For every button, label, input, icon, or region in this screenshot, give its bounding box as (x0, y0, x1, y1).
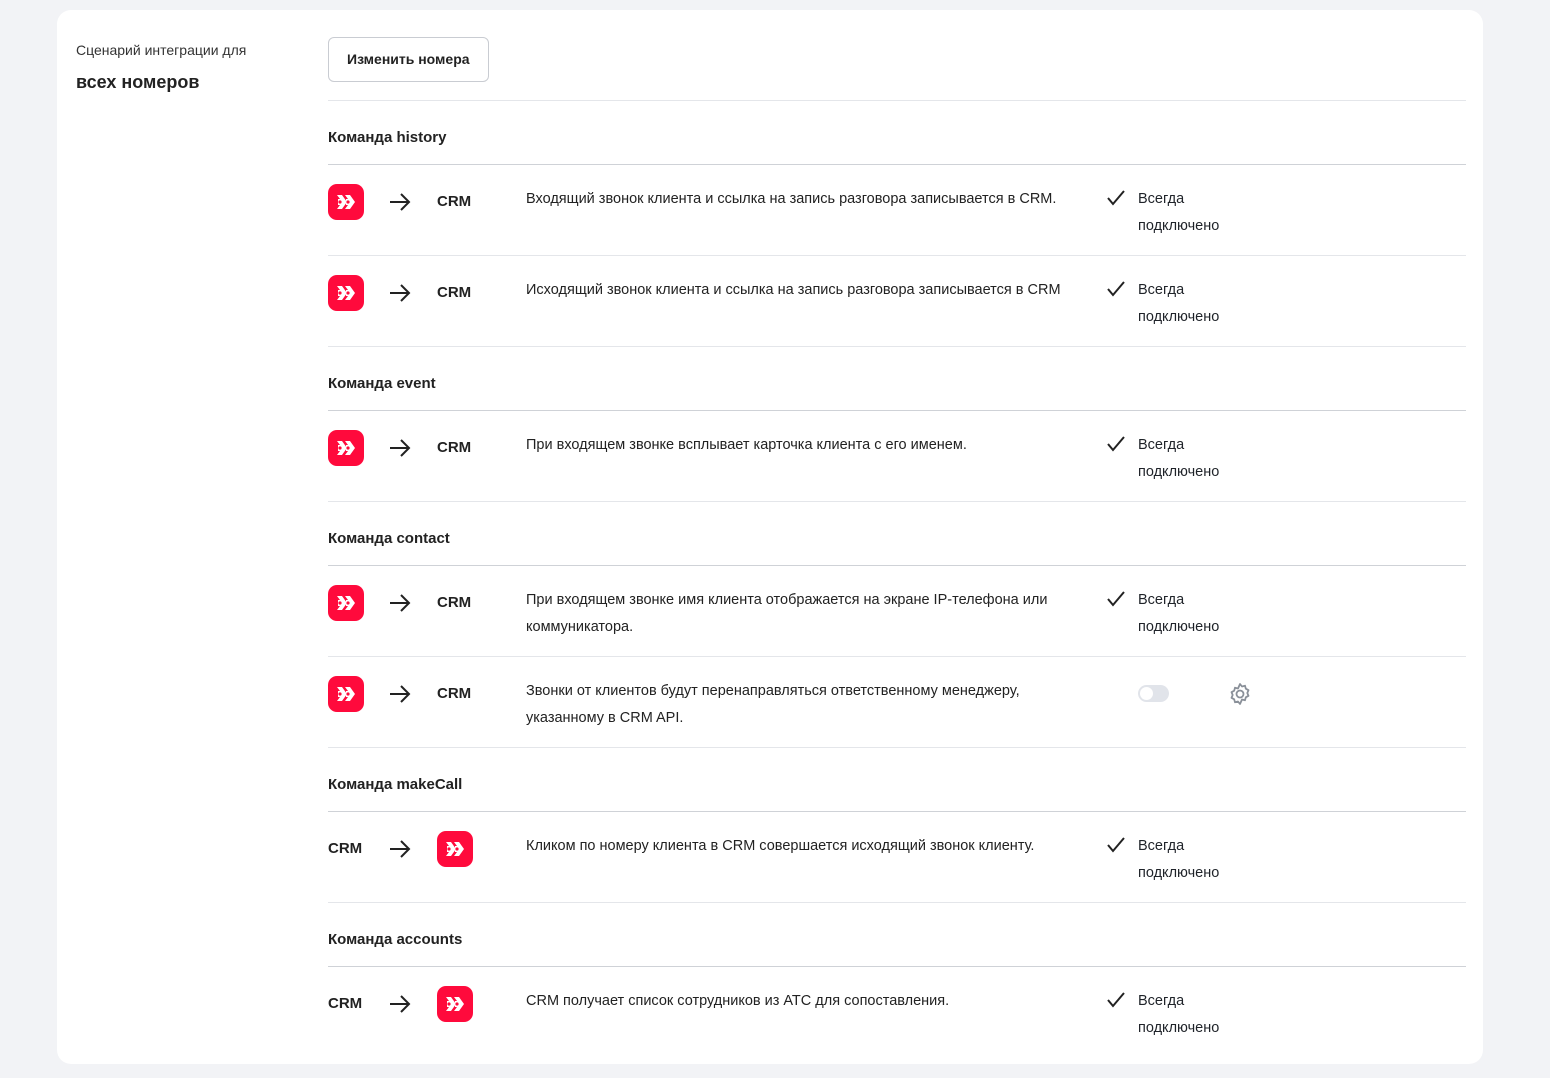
divider (328, 100, 1466, 101)
scenario-label-line2: всех номеров (76, 72, 200, 92)
status: Всегда подключено (1106, 833, 1219, 887)
command-row: CRM Кликом по номеру клиента в CRM соверш… (328, 812, 1466, 903)
crm-label: CRM (437, 685, 472, 702)
check-icon (1106, 435, 1126, 463)
command-row: CRM При входящем звонке всплывает карточк… (328, 411, 1466, 502)
status-line2: подключено (1138, 619, 1220, 635)
crm-label: CRM (437, 594, 472, 611)
row-description: CRM получает список сотрудников из АТС д… (526, 993, 950, 1009)
command-row: CRM При входящем звонке имя клиента отобр… (328, 566, 1466, 657)
status-line1: Всегда (1138, 993, 1185, 1009)
section-title: Команда history (328, 101, 1466, 165)
pbx-logo-icon (328, 585, 364, 621)
crm-label: CRM (437, 284, 472, 301)
pbx-logo-icon (437, 831, 473, 867)
pbx-logo-icon (328, 676, 364, 712)
status-line1: Всегда (1138, 838, 1185, 854)
check-icon (1106, 836, 1126, 864)
commands-list: Изменить номера Команда history CRM Входящ… (328, 37, 1466, 1058)
check-icon (1106, 590, 1126, 618)
status-line2: подключено (1138, 218, 1220, 234)
row-description: При входящем звонке имя клиента отобража… (526, 592, 1048, 635)
status-line1: Всегда (1138, 592, 1185, 608)
status-line2: подключено (1138, 865, 1220, 881)
row-description: Входящий звонок клиента и ссылка на запи… (526, 191, 1057, 207)
status-line2: подключено (1138, 309, 1220, 325)
pbx-logo-icon (437, 986, 473, 1022)
crm-label: CRM (328, 840, 363, 857)
status-line2: подключено (1138, 1020, 1220, 1036)
command-row: CRM Звонки от клиентов будут перенаправля… (328, 657, 1466, 748)
arrow-right-icon (388, 190, 412, 214)
toggle-switch[interactable] (1138, 685, 1169, 702)
gear-icon[interactable] (1228, 682, 1252, 711)
arrow-right-icon (388, 992, 412, 1016)
pbx-logo-icon (328, 430, 364, 466)
row-description: Кликом по номеру клиента в CRM совершает… (526, 838, 1035, 854)
status-line1: Всегда (1138, 437, 1185, 453)
scenario-label-line1: Сценарий интеграции для (76, 42, 247, 58)
pbx-logo-icon (328, 184, 364, 220)
row-description: Исходящий звонок клиента и ссылка на зап… (526, 282, 1061, 298)
status: Всегда подключено (1106, 277, 1219, 331)
section-title: Команда accounts (328, 903, 1466, 967)
arrow-right-icon (388, 591, 412, 615)
check-icon (1106, 991, 1126, 1019)
status: Всегда подключено (1106, 186, 1219, 240)
edit-numbers-button[interactable]: Изменить номера (328, 37, 489, 82)
crm-label: CRM (437, 193, 472, 210)
section-title: Команда event (328, 347, 1466, 411)
command-row: CRM Входящий звонок клиента и ссылка на з… (328, 165, 1466, 256)
crm-label: CRM (328, 995, 363, 1012)
scenario-label: Сценарий интеграции для всех номеров (76, 42, 296, 93)
status-line1: Всегда (1138, 282, 1185, 298)
arrow-right-icon (388, 682, 412, 706)
check-icon (1106, 189, 1126, 217)
integration-card: Сценарий интеграции для всех номеров Изм… (57, 10, 1483, 1064)
check-icon (1106, 280, 1126, 308)
row-description: Звонки от клиентов будут перенаправлятьс… (526, 683, 1020, 726)
command-row: CRM Исходящий звонок клиента и ссылка на … (328, 256, 1466, 347)
pbx-logo-icon (328, 275, 364, 311)
crm-label: CRM (437, 439, 472, 456)
command-row: CRM CRM получает список сотрудников из АТ… (328, 967, 1466, 1058)
arrow-right-icon (388, 436, 412, 460)
status-line1: Всегда (1138, 191, 1185, 207)
arrow-right-icon (388, 281, 412, 305)
row-description: При входящем звонке всплывает карточка к… (526, 437, 967, 453)
section-title: Команда makeCall (328, 748, 1466, 812)
status: Всегда подключено (1106, 587, 1219, 641)
status-line2: подключено (1138, 464, 1220, 480)
status: Всегда подключено (1106, 988, 1219, 1042)
arrow-right-icon (388, 837, 412, 861)
status: Всегда подключено (1106, 432, 1219, 486)
section-title: Команда contact (328, 502, 1466, 566)
